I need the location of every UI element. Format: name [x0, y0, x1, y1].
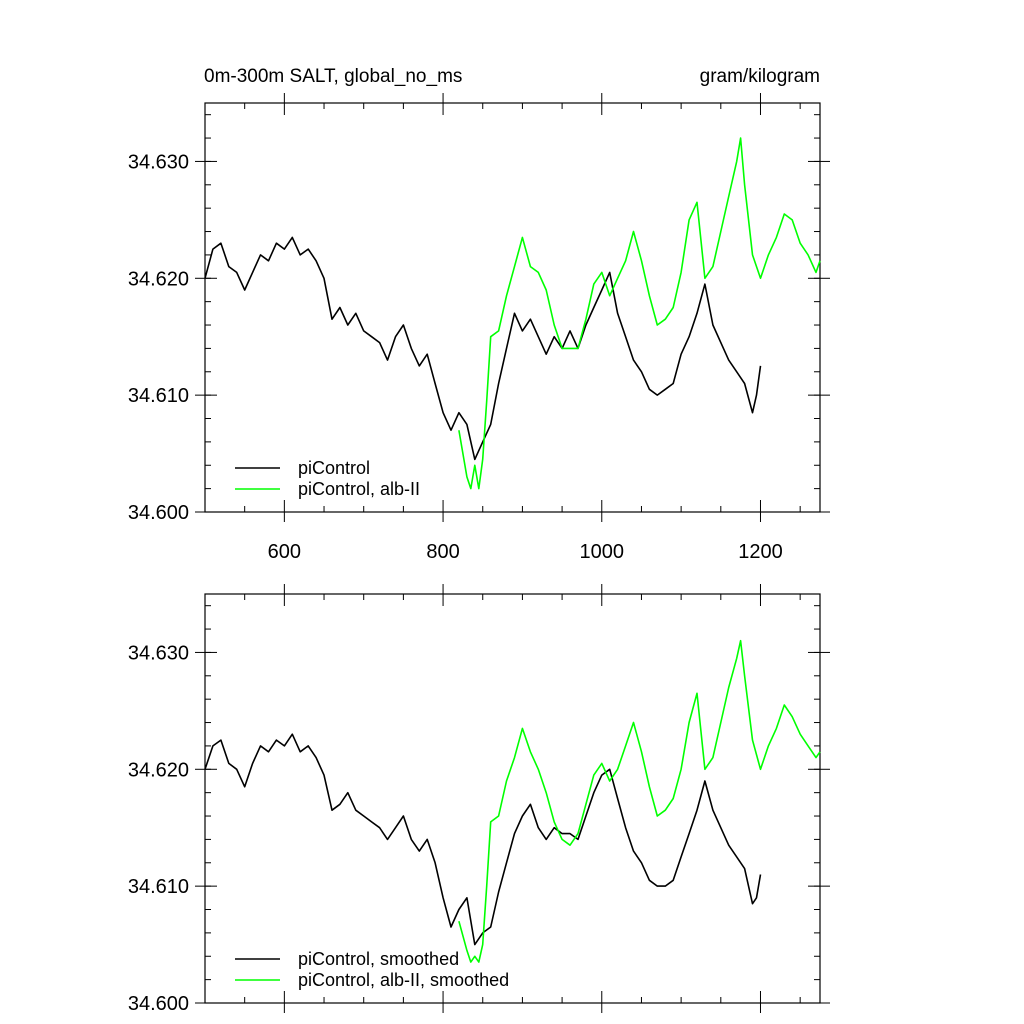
top-panel: 600 800 1000 1200 34.600 34.610 34.620 34.630 pi… [128, 93, 830, 563]
chart-title-left: 0m-300m SALT, global_no_ms [204, 66, 462, 87]
series-line [204, 733, 762, 946]
plot-frame [204, 593, 821, 1004]
x-tick-label: 1200 [738, 541, 783, 563]
x-tick-label: 600 [268, 541, 301, 563]
series-line [204, 236, 762, 461]
legend-label: piControl, alb-II [298, 479, 420, 499]
y-tick-label: 34.630 [128, 151, 189, 173]
x-tick-label: 1000 [580, 541, 625, 563]
plot-frame [204, 102, 821, 513]
series-line [458, 137, 821, 490]
y-tick-label: 34.610 [128, 385, 189, 407]
legend-label: piControl, smoothed [298, 949, 459, 969]
y-tick-label: 34.620 [128, 759, 189, 781]
legend-label: piControl [298, 458, 370, 478]
y-tick-label: 34.600 [128, 502, 189, 524]
y-tick-label: 34.610 [128, 876, 189, 898]
x-tick-label: 800 [426, 541, 459, 563]
chart-title-units: gram/kilogram [700, 66, 820, 87]
series-line [458, 639, 821, 963]
y-tick-label: 34.620 [128, 268, 189, 290]
y-tick-label: 34.600 [128, 993, 189, 1015]
legend-label: piControl, alb-II, smoothed [298, 970, 509, 990]
bottom-panel: 34.600 34.610 34.620 34.630 piControl, smoot… [128, 584, 830, 1015]
y-tick-label: 34.630 [128, 642, 189, 664]
